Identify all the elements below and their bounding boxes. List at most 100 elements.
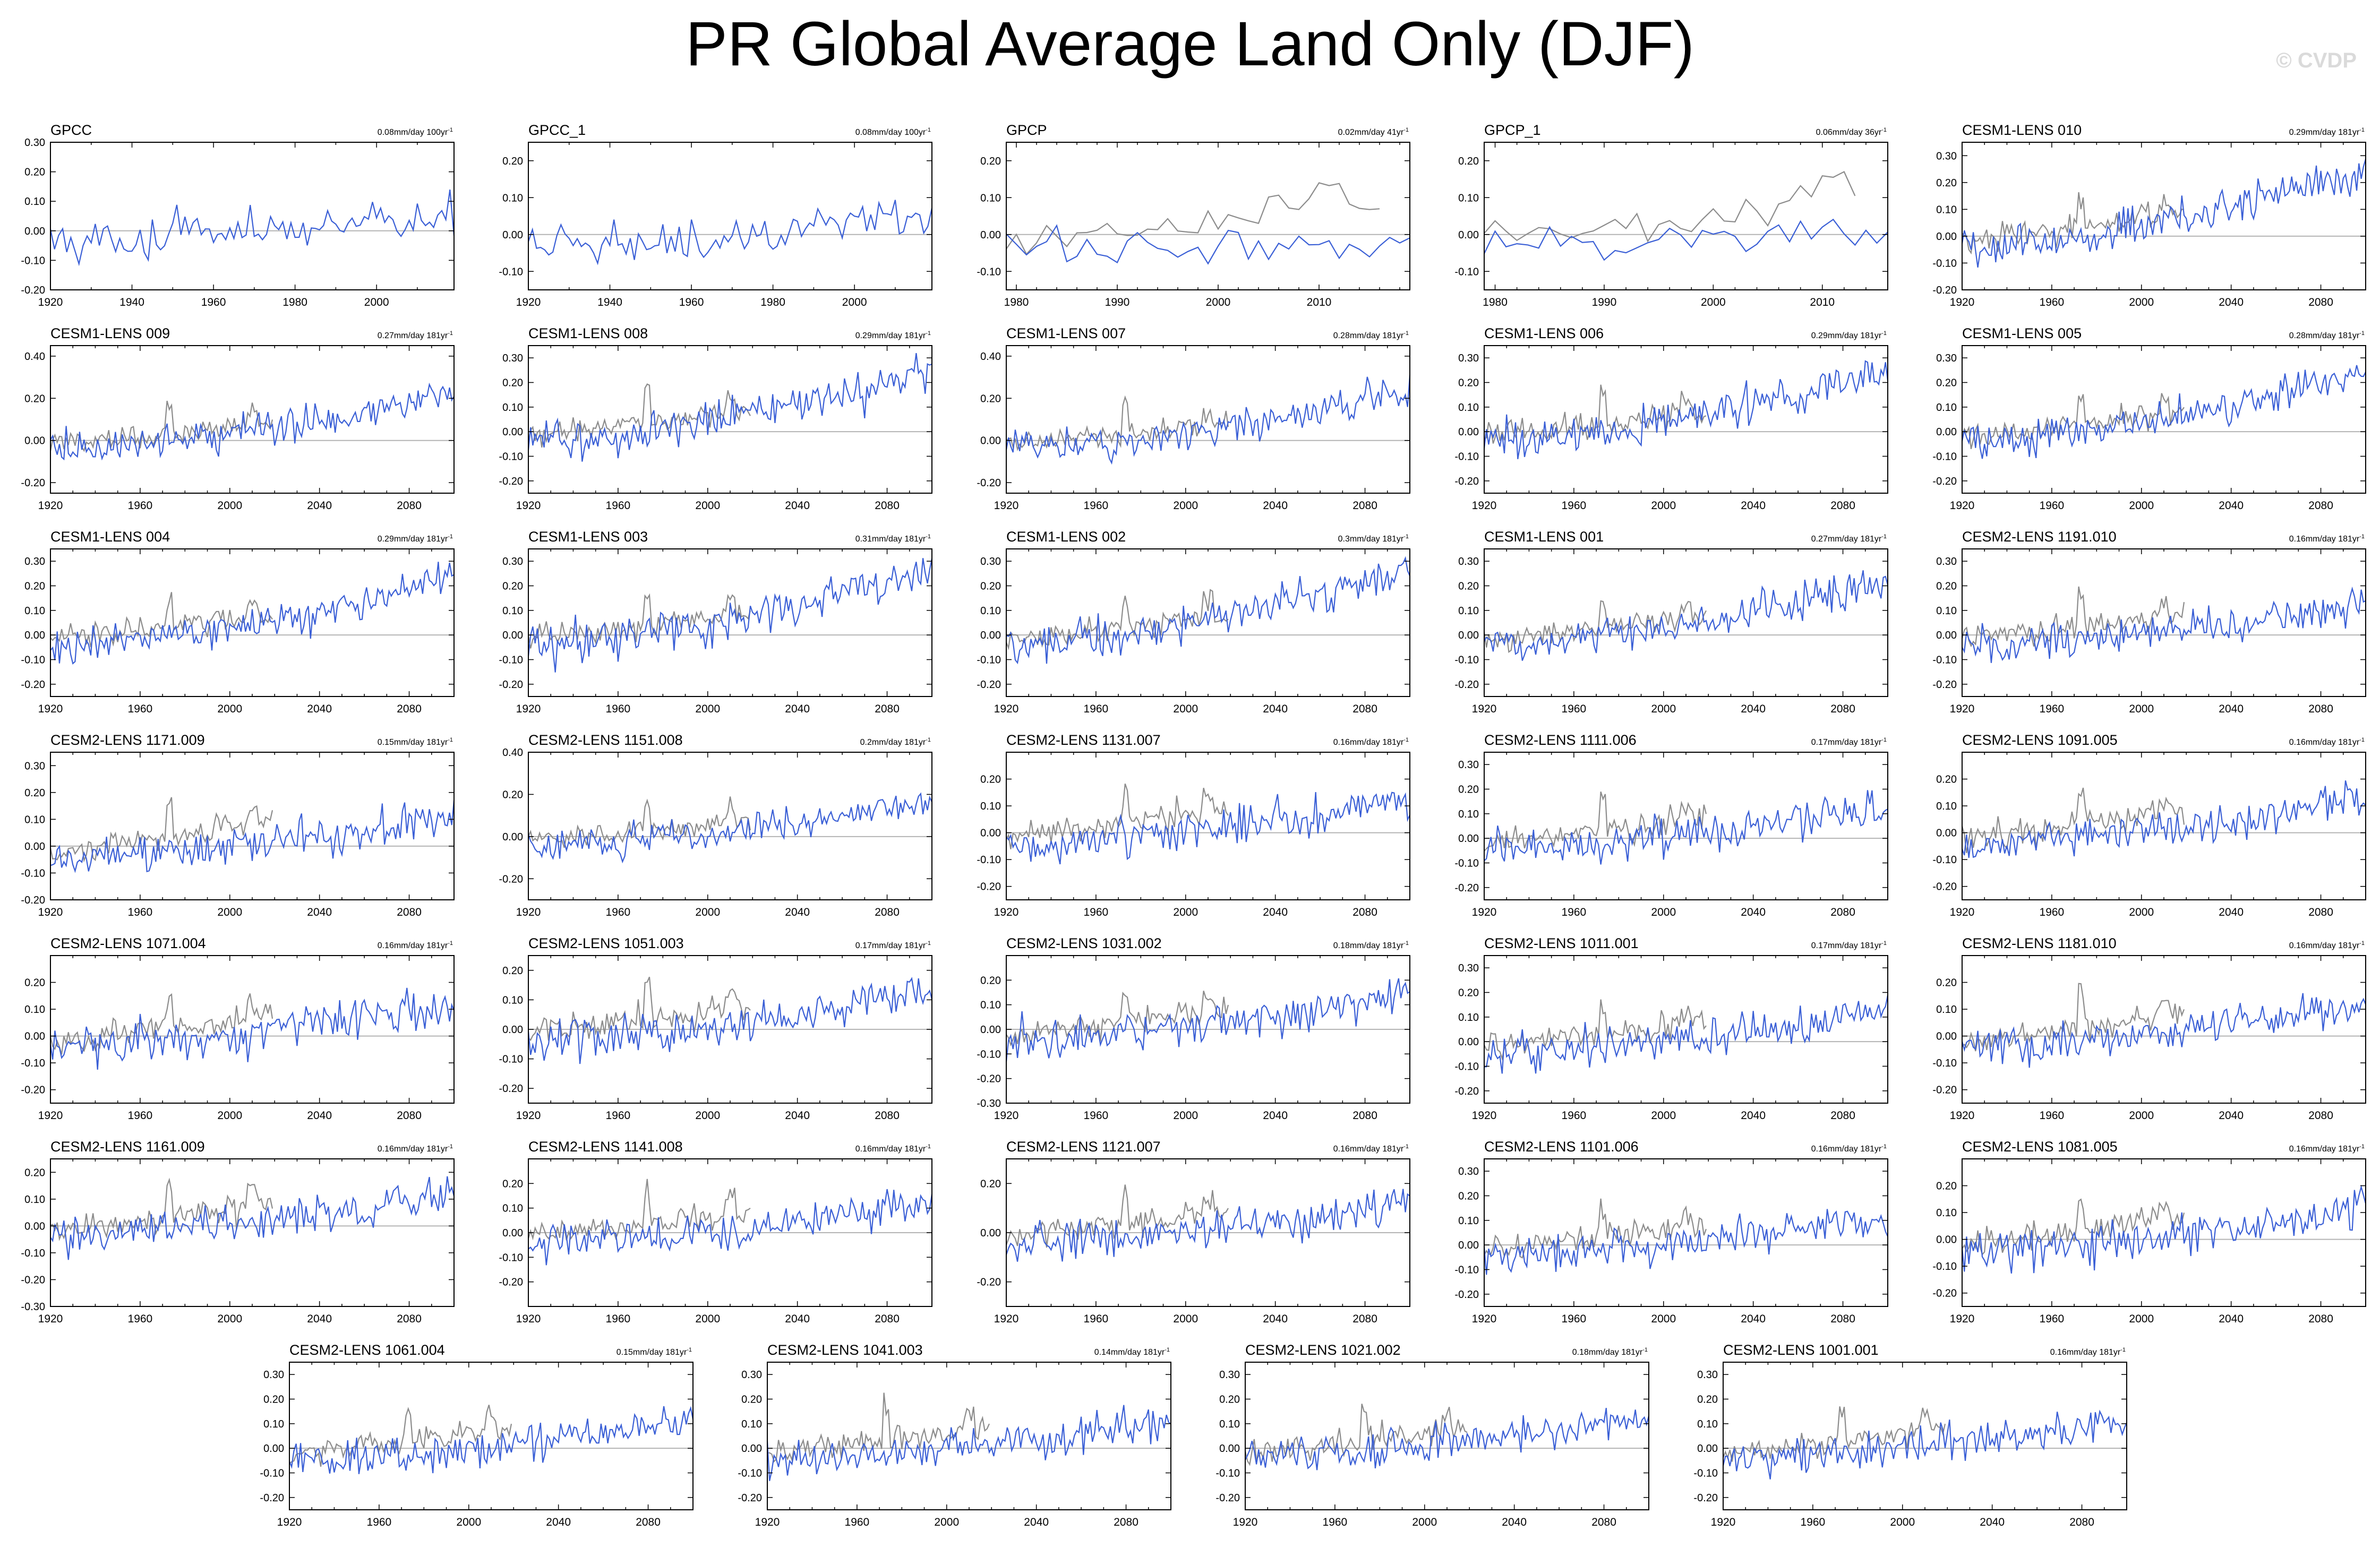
panel-title: CESM2-LENS 1111.006 [1484,732,1637,748]
x-tick-label: 1920 [516,296,541,308]
x-tick-label: 2000 [695,500,720,512]
model-series-line [766,1405,1171,1481]
y-tick-label: -0.20 [977,881,1001,893]
panel-cesm2-lens-1061-004: CESM2-LENS 1061.004 0.15mm/day 181yr-1 192… [260,1342,694,1528]
model-series-line [1961,365,2366,459]
x-tick-label: 1960 [128,906,153,918]
plot-frame [528,142,932,290]
y-tick-label: -0.10 [977,1048,1001,1060]
x-tick-label: 2040 [785,703,810,715]
plot-frame [50,345,455,494]
panel-title: CESM1-LENS 005 [1962,325,2082,341]
y-tick-label: -0.20 [1932,476,1957,487]
x-tick-label: 1960 [1562,1313,1587,1325]
x-tick-label: 2000 [1651,500,1676,512]
x-tick-label: 1920 [1233,1516,1258,1528]
x-tick-label: 2040 [307,906,332,918]
obs-series-line [1484,791,1707,852]
x-tick-label: 2000 [695,1313,720,1325]
obs-series-line [527,1179,751,1241]
y-tick-label: 0.20 [980,774,1001,786]
x-tick-label: 1920 [994,500,1019,512]
model-series-line [1005,978,1410,1062]
trend-label: 0.2mm/day 181yr-1 [860,737,931,747]
x-tick-label: 1920 [994,703,1019,715]
obs-series-line [1006,783,1229,849]
y-tick-label: 0.20 [1936,977,1957,989]
x-tick-label: 2000 [2129,500,2154,512]
y-tick-label: -0.30 [977,1098,1001,1110]
y-tick-label: 0.20 [1936,581,1957,592]
x-tick-label: 2000 [1651,1313,1676,1325]
y-tick-label: -0.10 [1932,1261,1957,1272]
x-tick-label: 1960 [2040,906,2065,918]
x-tick-label: 2000 [217,906,242,918]
y-tick-label: -0.10 [1454,1061,1479,1073]
model-series-line [1005,1189,1410,1262]
trend-label: 0.08mm/day 100yr-1 [378,127,453,137]
x-tick-label: 2000 [217,1110,242,1122]
x-tick-label: 1940 [119,296,144,308]
x-tick-label: 2080 [1352,500,1377,512]
y-tick-label: 0.10 [502,1203,523,1215]
x-tick-label: 1920 [1472,1313,1497,1325]
x-tick-label: 2040 [546,1516,571,1528]
y-tick-label: 0.20 [502,581,523,592]
y-tick-label: -0.20 [1215,1492,1240,1504]
x-tick-label: 2080 [636,1516,661,1528]
x-tick-label: 2040 [2219,703,2244,715]
x-tick-label: 2080 [1830,1110,1855,1122]
panel-gpcp: GPCP 0.02mm/day 41yr-1 1980 1990 2000 2010 -0.… [977,122,1410,308]
model-series-line [1484,218,1888,261]
y-tick-label: 0.20 [1697,1394,1718,1406]
x-tick-label: 2040 [307,500,332,512]
trend-label: 0.28mm/day 181yr-1 [2289,330,2365,340]
panel-title: CESM2-LENS 1011.001 [1484,935,1639,951]
y-tick-label: 0.20 [980,581,1001,592]
x-tick-label: 2080 [397,1313,422,1325]
y-tick-label: -0.20 [21,1274,45,1286]
x-tick-label: 1960 [1801,1516,1826,1528]
y-tick-label: 0.10 [1936,605,1957,617]
panel-title: CESM1-LENS 001 [1484,529,1604,545]
trend-label: 0.16mm/day 181yr-1 [2289,1143,2365,1154]
obs-series-line [1483,999,1707,1061]
obs-series-line [527,593,751,649]
x-tick-label: 2000 [695,906,720,918]
y-tick-label: 0.30 [502,556,523,567]
obs-series-line [49,993,273,1055]
y-tick-label: -0.20 [1932,1085,1957,1096]
y-tick-label: 0.20 [24,1167,45,1179]
y-tick-label: 0.20 [1458,377,1479,389]
model-series-line [527,352,932,462]
x-tick-label: 1920 [1472,1110,1497,1122]
obs-series-line [50,1177,273,1241]
panel-title: GPCC_1 [528,122,586,138]
panel-cesm2-lens-1121-007: CESM2-LENS 1121.007 0.16mm/day 181yr-1 192… [977,1139,1410,1325]
y-tick-label: 0.10 [1458,1012,1479,1024]
y-tick-label: 0.30 [1936,352,1957,364]
y-tick-label: -0.10 [499,1252,523,1263]
x-tick-label: 1990 [1592,296,1617,308]
panel-cesm1-lens-007: CESM1-LENS 007 0.28mm/day 181yr-1 1920 1960… [977,325,1411,512]
x-tick-label: 2080 [875,906,900,918]
x-tick-label: 2000 [2129,1313,2154,1325]
model-series-line [1005,375,1411,465]
x-tick-label: 2040 [307,1313,332,1325]
x-tick-label: 2080 [1830,906,1855,918]
panel-gpcc: GPCC 0.08mm/day 100yr-1 1920 1940 1960 1980 20… [21,122,455,308]
y-tick-label: 0.30 [263,1369,284,1381]
trend-label: 0.02mm/day 41yr-1 [1338,127,1409,137]
model-series-line [1006,224,1410,265]
y-tick-label: 0.00 [1936,1234,1957,1246]
panel-title: CESM2-LENS 1131.007 [1006,732,1161,748]
panel-title: CESM1-LENS 004 [50,529,170,545]
plot-frame [50,548,455,697]
x-tick-label: 2040 [1263,703,1288,715]
y-tick-label: -0.10 [1932,854,1957,866]
x-tick-label: 2080 [1114,1516,1138,1528]
y-tick-label: 0.00 [24,630,45,641]
obs-series-line [49,797,273,863]
y-tick-label: 0.20 [1458,987,1479,999]
